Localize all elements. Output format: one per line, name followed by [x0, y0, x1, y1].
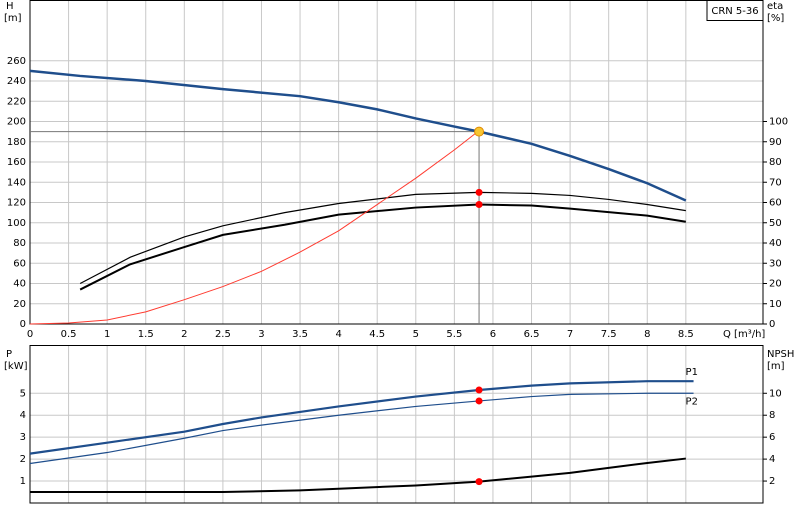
y2-tick-label: 10	[769, 388, 782, 399]
x-axis-label: Q [m³/h]	[723, 329, 765, 340]
chart-title: CRN 5-36	[711, 6, 758, 17]
operating-point	[474, 126, 485, 137]
x-tick-label: 6.5	[524, 329, 540, 340]
plot-frame	[29, 0, 764, 325]
x-tick-label: 2.5	[215, 329, 231, 340]
y-tick-label: 220	[7, 96, 26, 107]
operating-point	[475, 478, 483, 486]
x-tick-label: 8	[644, 329, 650, 340]
title-box	[706, 0, 764, 21]
y2-axis-unit: [m]	[767, 361, 785, 372]
y2-tick-label: 60	[769, 198, 782, 209]
y-tick-label: 1	[20, 476, 26, 487]
y2-tick-label: 80	[769, 157, 782, 168]
y2-tick-label: 10	[769, 299, 782, 310]
y2-tick-label: 70	[769, 177, 782, 188]
curve	[79, 203, 686, 291]
y-tick-label: 200	[7, 117, 26, 128]
x-tick-label: 3	[258, 329, 264, 340]
y-tick-label: 2	[20, 454, 26, 465]
y-tick-label: 80	[13, 238, 26, 249]
y2-tick-label: 50	[769, 218, 782, 229]
y-tick-label: 0	[20, 319, 26, 330]
y-tick-label: 120	[7, 198, 26, 209]
curve	[29, 392, 694, 465]
y2-tick-label: 40	[769, 238, 782, 249]
plot-frame	[29, 345, 764, 504]
y-tick-label: 140	[7, 177, 26, 188]
series-label: P1	[686, 367, 698, 378]
y2-tick-label: 4	[769, 454, 775, 465]
y2-axis-label: eta	[767, 1, 783, 12]
y2-tick-label: 90	[769, 137, 782, 148]
y-tick-label: 180	[7, 137, 26, 148]
curve	[29, 380, 694, 455]
y-tick-label: 100	[7, 218, 26, 229]
y2-tick-label: 20	[769, 279, 782, 290]
x-tick-label: 7	[567, 329, 573, 340]
y2-tick-label: 2	[769, 476, 775, 487]
operating-point	[475, 397, 483, 405]
y-tick-label: 4	[20, 410, 26, 421]
x-tick-label: 0.5	[61, 329, 77, 340]
y-tick-label: 240	[7, 76, 26, 87]
y-tick-label: 20	[13, 299, 26, 310]
x-tick-label: 4.5	[369, 329, 385, 340]
curve	[29, 69, 687, 202]
x-tick-label: 4	[335, 329, 341, 340]
x-tick-label: 2	[181, 329, 187, 340]
y2-axis-unit: [%]	[767, 13, 784, 24]
y2-tick-label: 0	[769, 319, 775, 330]
y-tick-label: 160	[7, 157, 26, 168]
operating-point	[475, 188, 483, 196]
y2-tick-label: 8	[769, 410, 775, 421]
curve	[29, 130, 480, 325]
x-tick-label: 6	[490, 329, 496, 340]
series-label: P2	[686, 396, 698, 407]
x-tick-label: 5	[413, 329, 419, 340]
y-tick-label: 60	[13, 258, 26, 269]
y2-axis-label: NPSH	[767, 349, 794, 360]
y-tick-label: 5	[20, 388, 26, 399]
x-tick-label: 7.5	[601, 329, 617, 340]
y2-tick-label: 100	[769, 117, 788, 128]
y-axis-label: P	[6, 349, 12, 360]
x-tick-label: 8.5	[678, 329, 694, 340]
x-tick-label: 5.5	[446, 329, 462, 340]
x-tick-label: 0	[27, 329, 33, 340]
y-tick-label: 40	[13, 279, 26, 290]
y-axis-unit: [m]	[4, 13, 22, 24]
y-axis-unit: [kW]	[4, 361, 28, 372]
y-tick-label: 260	[7, 56, 26, 67]
x-tick-label: 3.5	[292, 329, 308, 340]
curve	[79, 191, 686, 285]
x-tick-label: 1.5	[138, 329, 154, 340]
y-axis-label: H	[6, 1, 14, 12]
y-tick-label: 3	[20, 432, 26, 443]
operating-point	[475, 201, 483, 209]
y2-tick-label: 30	[769, 258, 782, 269]
operating-point	[475, 386, 483, 394]
y2-tick-label: 6	[769, 432, 775, 443]
x-tick-label: 1	[104, 329, 110, 340]
